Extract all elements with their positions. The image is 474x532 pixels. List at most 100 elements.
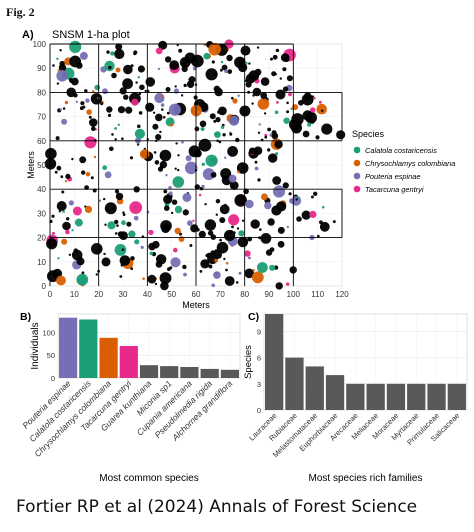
other-tree-point	[282, 86, 289, 92]
pouteria-espinae-point	[79, 51, 88, 60]
other-tree-point	[133, 50, 138, 55]
other-tree-point	[286, 101, 289, 105]
other-tree-point	[82, 105, 86, 109]
tacarcuna-gentryi-point	[264, 133, 268, 137]
pouteria-espinae-point	[245, 199, 254, 209]
other-tree-point	[301, 93, 314, 106]
other-tree-point	[68, 78, 73, 82]
other-tree-point	[164, 56, 172, 63]
other-tree-point	[147, 158, 150, 161]
pouteria-espinae-point	[98, 199, 102, 202]
other-tree-point	[199, 120, 207, 128]
other-tree-point	[145, 77, 156, 87]
other-tree-point	[254, 160, 258, 164]
other-tree-point	[319, 221, 330, 232]
other-tree-point	[206, 252, 212, 258]
other-tree-point	[182, 264, 187, 270]
other-tree-point	[211, 60, 215, 64]
other-tree-point	[52, 64, 55, 67]
other-tree-point	[177, 154, 180, 157]
other-tree-point	[81, 170, 86, 175]
bar	[220, 369, 239, 378]
x-tick-label: 30	[119, 290, 128, 299]
other-tree-point	[91, 243, 103, 255]
chrysochlamys-colombiana-point	[61, 238, 68, 245]
calatola-costaricensis-point	[200, 127, 205, 131]
other-tree-point	[288, 192, 292, 196]
x-tick-label: 70	[216, 290, 225, 299]
other-tree-point	[100, 102, 104, 106]
chrysochlamys-colombiana-point	[142, 277, 145, 281]
other-tree-point	[213, 85, 221, 93]
other-tree-point	[321, 123, 333, 135]
calatola-costaricensis-point	[62, 210, 65, 213]
chrysochlamys-colombiana-point	[232, 98, 238, 104]
bar	[386, 383, 406, 410]
other-tree-point	[213, 72, 218, 76]
other-tree-point	[152, 123, 159, 130]
pouteria-espinae-point	[157, 67, 161, 71]
tacarcuna-gentryi-point	[72, 206, 82, 216]
bar	[305, 366, 324, 410]
other-tree-point	[71, 157, 74, 161]
other-tree-point	[244, 79, 248, 82]
other-tree-point	[135, 81, 138, 84]
other-tree-point	[283, 56, 290, 63]
other-tree-point	[137, 65, 145, 73]
chrysochlamys-colombiana-point	[161, 94, 164, 98]
other-tree-point	[271, 205, 282, 216]
other-tree-point	[56, 82, 60, 85]
pouteria-espinae-point	[264, 201, 272, 210]
other-tree-point	[218, 140, 222, 144]
pouteria-espinae-point	[102, 88, 108, 95]
pouteria-espinae-point	[224, 156, 227, 159]
calatola-costaricensis-point	[297, 196, 301, 200]
tacarcuna-gentryi-point	[244, 250, 251, 257]
y-tick-label: 50	[37, 161, 46, 170]
bar	[119, 346, 138, 378]
other-tree-point	[44, 158, 57, 170]
other-tree-point	[207, 230, 214, 236]
other-tree-point	[153, 151, 157, 154]
legend-entry: Pouteria espinae	[365, 172, 420, 181]
calatola-costaricensis-point	[74, 218, 83, 227]
other-tree-point	[271, 71, 277, 77]
other-tree-point	[186, 80, 195, 89]
other-tree-point	[159, 272, 172, 284]
other-tree-point	[227, 69, 233, 74]
tacarcuna-gentryi-point	[129, 201, 143, 215]
calatola-costaricensis-point	[290, 107, 293, 111]
calatola-costaricensis-point	[128, 230, 136, 238]
other-tree-point	[90, 176, 94, 180]
calatola-costaricensis-point	[275, 152, 279, 156]
pouteria-espinae-point	[183, 272, 187, 277]
other-tree-point	[222, 133, 226, 137]
calatola-costaricensis-point	[121, 220, 126, 226]
other-tree-point	[62, 107, 66, 110]
other-tree-point	[268, 153, 278, 163]
pouteria-espinae-point	[201, 184, 205, 189]
pouteria-espinae-point	[185, 155, 192, 162]
other-tree-point	[257, 178, 261, 182]
other-tree-point	[180, 94, 184, 97]
other-tree-point	[263, 112, 267, 115]
y-tick-label: 9	[257, 327, 261, 336]
y-tick-label: 0	[51, 374, 55, 383]
x-tick-label: 60	[192, 290, 201, 299]
other-tree-point	[65, 173, 71, 179]
tacarcuna-gentryi-point	[310, 107, 316, 113]
other-tree-point	[200, 259, 210, 269]
other-tree-point	[204, 219, 217, 231]
tacarcuna-gentryi-point	[65, 229, 70, 235]
tacarcuna-gentryi-point	[309, 210, 317, 218]
other-tree-point	[213, 119, 217, 123]
other-tree-point	[272, 54, 278, 60]
other-tree-point	[115, 192, 124, 201]
legend-entry: Tacarcuna gentryi	[365, 185, 424, 194]
other-tree-point	[138, 111, 143, 115]
calatola-costaricensis-point	[214, 131, 221, 139]
other-tree-point	[159, 149, 172, 162]
other-tree-point	[95, 273, 99, 276]
other-tree-point	[84, 89, 88, 93]
other-tree-point	[209, 113, 216, 120]
